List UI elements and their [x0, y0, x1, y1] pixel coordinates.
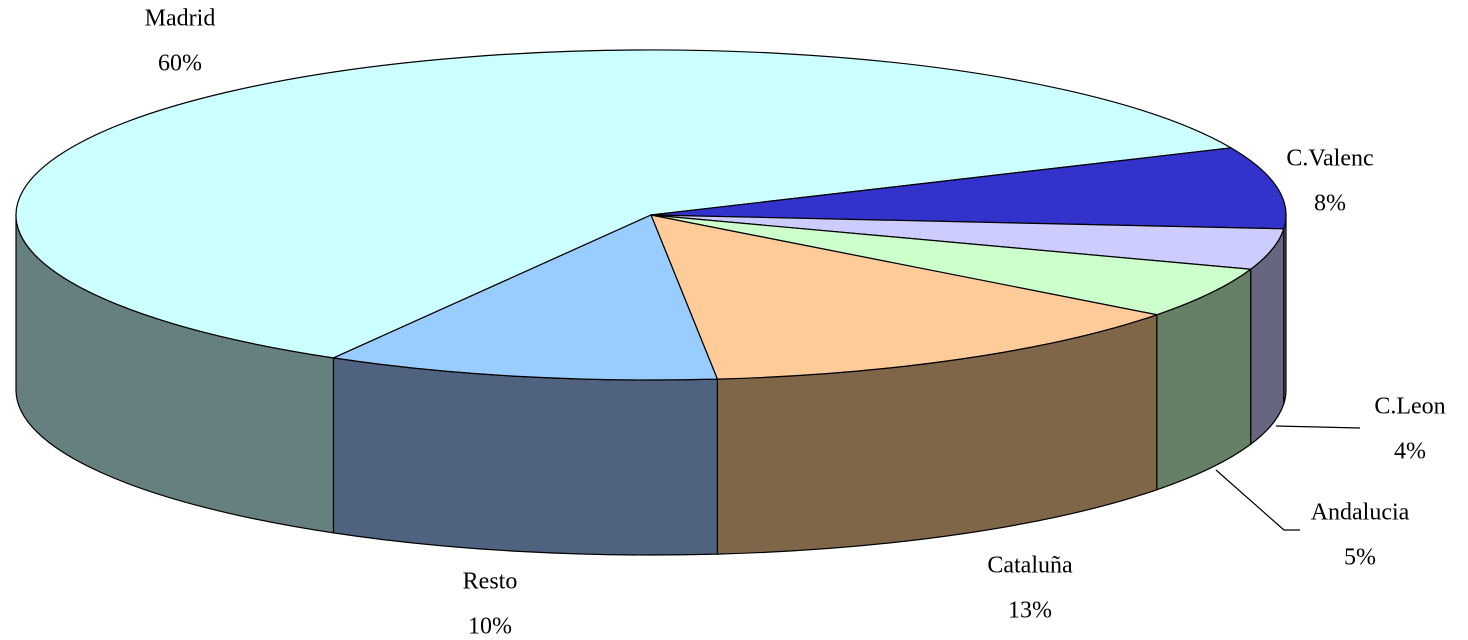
category-label: Madrid: [145, 6, 216, 32]
value-label: 5%: [1344, 545, 1376, 571]
leader-line: [1275, 425, 1361, 429]
category-label: C.Leon: [1374, 394, 1445, 420]
category-label: Cataluña: [987, 553, 1073, 579]
pie-slice: [15, 49, 1232, 359]
pie-slice: [650, 147, 1287, 230]
category-label: Resto: [463, 569, 518, 595]
leader-line: [1215, 469, 1300, 531]
pie-side: [332, 357, 718, 556]
value-label: 8%: [1314, 191, 1346, 217]
category-label: Andalucia: [1311, 500, 1410, 526]
value-label: 10%: [468, 614, 512, 640]
category-label: C.Valenc: [1286, 146, 1373, 172]
value-label: 60%: [158, 51, 202, 77]
value-label: 13%: [1008, 598, 1052, 624]
pie-slice: [650, 214, 1158, 380]
pie-slice: [650, 214, 1252, 316]
value-label: 4%: [1394, 439, 1426, 465]
pie-slice: [332, 214, 718, 381]
